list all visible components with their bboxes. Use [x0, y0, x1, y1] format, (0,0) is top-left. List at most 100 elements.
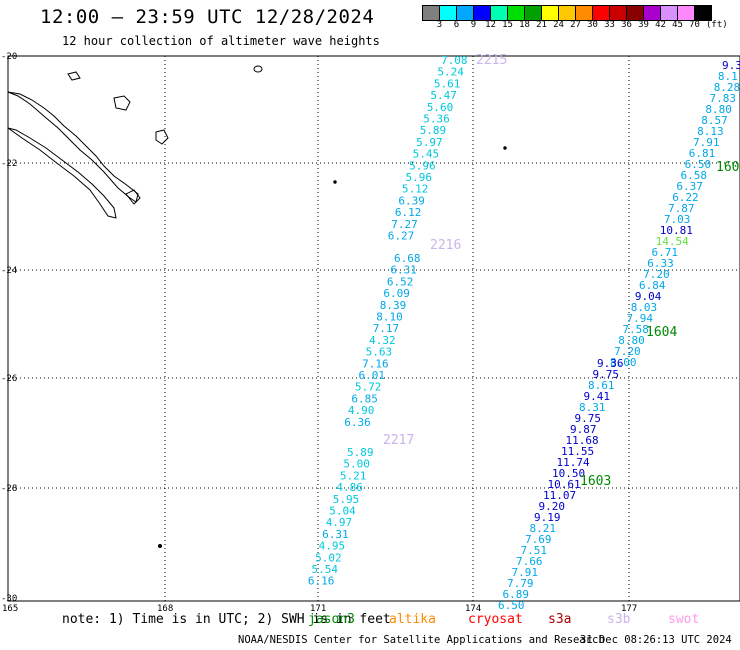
- wave-height-value: 6.22: [672, 191, 699, 204]
- wave-height-value: 7.66: [516, 555, 543, 568]
- scale-label: 30: [587, 20, 598, 30]
- scale-swatch: 39: [626, 5, 649, 33]
- scale-swatch: 9: [456, 5, 476, 33]
- island-8: [158, 544, 162, 548]
- scale-swatch: 21: [524, 5, 547, 33]
- wave-height-value: 6.50: [498, 599, 525, 612]
- wave-height-value: 10.81: [660, 224, 693, 237]
- scale-label: 21: [536, 20, 547, 30]
- wave-height-value: 5.47: [430, 89, 457, 102]
- wave-height-value: 11.68: [566, 434, 599, 447]
- wave-height-value: 5.89: [347, 446, 374, 459]
- wave-height-value: 9.36: [597, 357, 624, 370]
- scale-swatch: 15: [490, 5, 513, 33]
- footer-note: note: 1) Time is in UTC; 2) SWH is in fe…: [62, 612, 391, 627]
- wave-height-value: 5.24: [437, 66, 464, 79]
- wave-height-value: 6.36: [344, 416, 371, 429]
- scale-swatch: 18: [507, 5, 530, 33]
- scale-swatch: 27: [558, 5, 581, 33]
- scale-label: 39: [638, 20, 649, 30]
- pass-label: 2215: [476, 53, 507, 68]
- wave-height-value: 7.20: [643, 268, 670, 281]
- scale-label: 9: [470, 20, 477, 30]
- wave-height-value: 7.08: [441, 54, 468, 67]
- wave-height-value: 6.16: [308, 575, 335, 588]
- coastlines: [7, 65, 507, 548]
- wave-height-value: 5.04: [329, 505, 356, 518]
- wave-height-value: 9.04: [635, 290, 662, 303]
- longitude-label: 174: [465, 604, 481, 614]
- scale-swatch: 70: [677, 5, 700, 33]
- wave-height-value: 6.09: [383, 287, 410, 300]
- wave-height-value: 5.97: [416, 136, 443, 149]
- wave-height-value: 6.84: [639, 279, 666, 292]
- wave-height-value: 7.51: [521, 544, 548, 557]
- wave-height-value: 14.54: [656, 235, 689, 248]
- wave-height-value: 8.28: [714, 81, 740, 94]
- island-3: [125, 189, 141, 205]
- wave-height-value: 7.17: [373, 322, 400, 335]
- wave-height-value: 5.63: [366, 346, 393, 359]
- color-scale-legend: 3 6 9 12 15 18 21 24 27 30 33 36 39 42 45 70: [422, 5, 712, 33]
- scale-label: 3: [436, 20, 443, 30]
- island-1: [113, 95, 131, 111]
- scale-label: 36: [621, 20, 632, 30]
- wave-height-value: 5.45: [413, 148, 440, 161]
- island-5: [67, 71, 81, 81]
- wave-height-value: 7.03: [664, 213, 691, 226]
- pass-label: 2217: [383, 433, 414, 448]
- wave-height-value: 6.01: [359, 369, 386, 382]
- scale-label: 70: [689, 20, 700, 30]
- wave-height-value: 8.13: [697, 125, 724, 138]
- wave-height-value: 9.41: [584, 390, 611, 403]
- latitude-label: -20: [1, 52, 17, 62]
- wave-height-value: 7.91: [693, 136, 720, 149]
- scale-swatch: 12: [473, 5, 496, 33]
- wave-height-value: 6.12: [395, 206, 422, 219]
- wave-height-value: 9.20: [539, 500, 566, 513]
- wave-height-value: 4.90: [348, 404, 375, 417]
- satellite-name: altika: [389, 612, 436, 627]
- generated-timestamp: 31 Dec 08:26:13 UTC 2024: [580, 634, 732, 646]
- satellite-name: jason3: [308, 612, 355, 627]
- wave-height-value: 11.74: [557, 456, 590, 469]
- scale-label: 18: [519, 20, 530, 30]
- wave-height-value: 5.12: [402, 183, 429, 196]
- latitude-label: -26: [1, 374, 17, 384]
- wave-height-value: 6.71: [652, 246, 679, 259]
- wave-height-value: 9.3: [722, 59, 740, 72]
- wave-height-value: 7.83: [710, 92, 737, 105]
- pass-label: 1604: [646, 325, 677, 340]
- wave-height-value: 9.75: [593, 368, 620, 381]
- scale-label: 42: [655, 20, 666, 30]
- wave-height-value: 11.07: [543, 489, 576, 502]
- wave-height-value: 4.86: [336, 481, 363, 494]
- wave-height-value: 5.60: [427, 101, 454, 114]
- wave-height-value: 6.37: [676, 180, 703, 193]
- new-caledonia-coast: [7, 91, 139, 203]
- wave-height-value: 10.50: [552, 467, 585, 480]
- wave-height-value: 5.00: [343, 458, 370, 471]
- wave-height-value: 5.21: [340, 469, 367, 482]
- wave-height-value: 10.61: [548, 478, 581, 491]
- wave-height-value: 5.72: [355, 381, 382, 394]
- latitude-label: -22: [1, 159, 17, 169]
- scale-swatch: [694, 5, 712, 33]
- latitude-label: -28: [1, 484, 17, 494]
- wave-height-value: 6.50: [685, 158, 712, 171]
- chart-subtitle: 12 hour collection of altimeter wave hei…: [62, 34, 380, 48]
- latitude-label: -24: [1, 266, 17, 276]
- wave-height-value: 5.95: [333, 493, 360, 506]
- wave-height-value: 6.89: [503, 588, 530, 601]
- island-7: [333, 180, 337, 184]
- wave-height-value: 6.58: [681, 169, 708, 182]
- new-caledonia-south-coast: [7, 127, 117, 219]
- latitude-label: -30: [1, 594, 17, 604]
- credit-line: NOAA/NESDIS Center for Satellite Applica…: [238, 634, 605, 646]
- wave-height-value: 5.96: [406, 171, 433, 184]
- wave-height-value: 6.33: [647, 257, 674, 270]
- wave-height-value: 5.54: [312, 563, 339, 576]
- wave-height-value: 8.1: [718, 70, 738, 83]
- scale-label: 45: [672, 20, 683, 30]
